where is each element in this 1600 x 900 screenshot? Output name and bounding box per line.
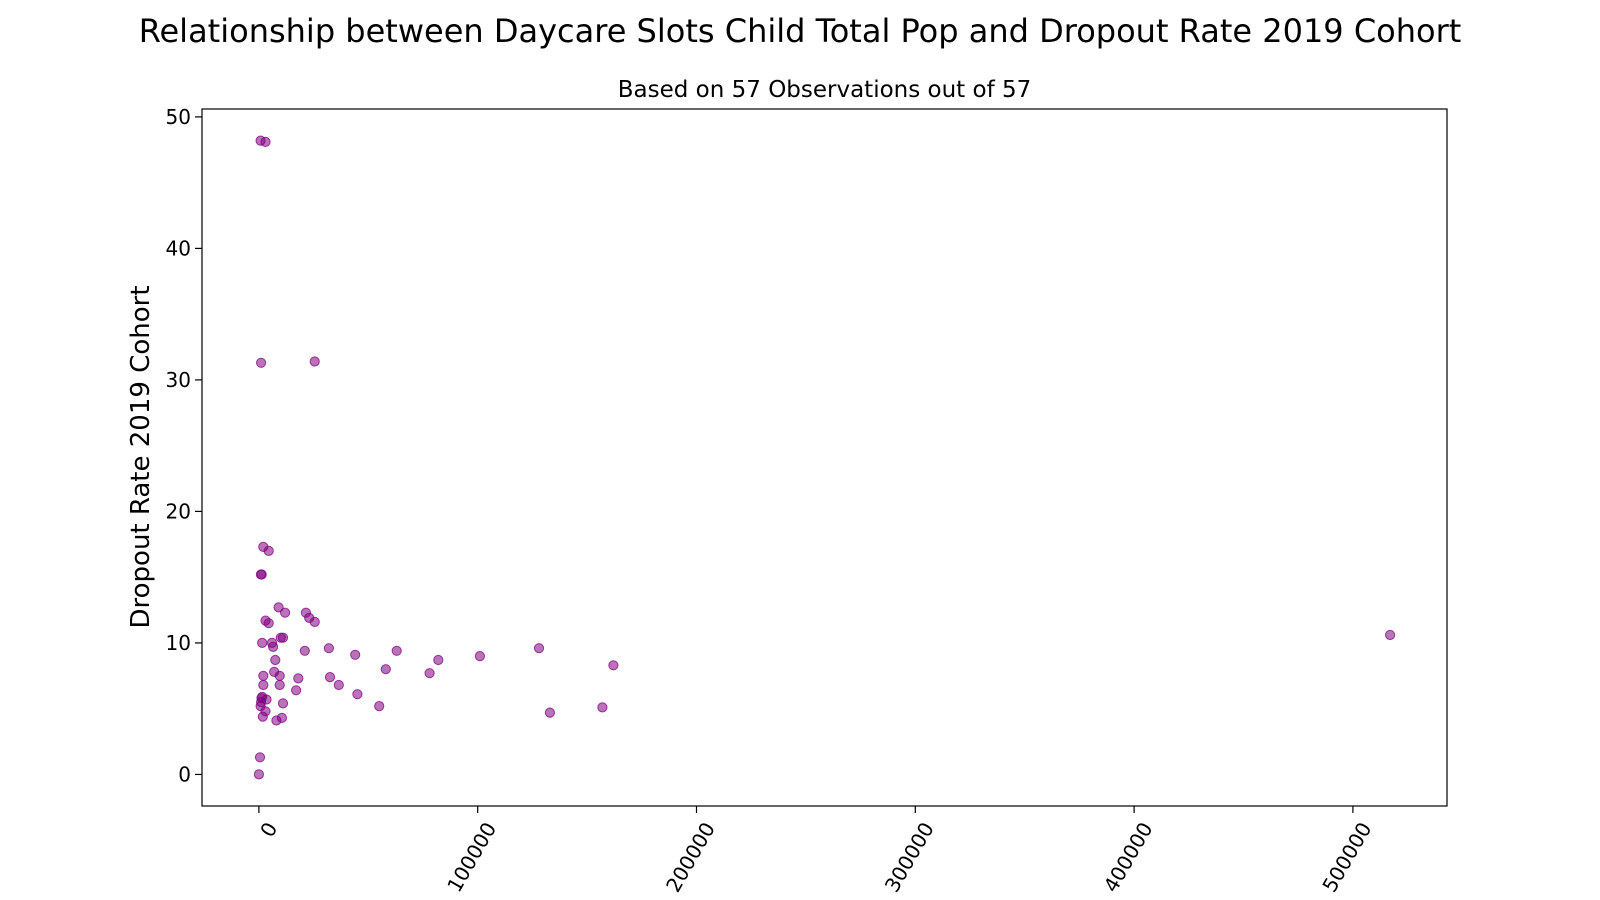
data-point — [273, 602, 284, 613]
data-point — [380, 664, 391, 675]
y-tick-label: 10 — [166, 631, 191, 655]
x-tick-label: 400000 — [1099, 818, 1158, 896]
data-point — [263, 618, 274, 629]
data-point — [324, 672, 336, 683]
y-tick-label: 0 — [178, 762, 191, 786]
x-tick-label: 0 — [255, 818, 282, 841]
y-axis-label: Dropout Rate 2019 Cohort — [126, 285, 156, 628]
data-point — [309, 616, 320, 628]
x-tick-label: 200000 — [661, 818, 720, 896]
data-point — [309, 356, 320, 367]
data-point — [333, 679, 344, 691]
data-point — [258, 679, 269, 691]
data-point — [533, 643, 545, 654]
data-point — [352, 689, 363, 700]
x-tick-label: 500000 — [1317, 818, 1376, 896]
data-point — [263, 545, 274, 557]
data-point — [323, 643, 334, 654]
data-point — [293, 673, 304, 684]
data-point — [424, 668, 435, 679]
y-tick-label: 30 — [166, 368, 191, 392]
data-point — [274, 670, 285, 681]
y-tick-label: 20 — [166, 499, 191, 523]
data-point — [260, 706, 271, 717]
data-point — [597, 702, 608, 713]
data-point — [270, 654, 281, 666]
y-tick-label: 40 — [166, 236, 191, 260]
data-point — [258, 670, 269, 681]
data-point — [1385, 629, 1396, 641]
data-point — [257, 637, 268, 649]
data-point — [277, 698, 289, 709]
data-point — [291, 685, 302, 696]
data-point — [276, 712, 287, 724]
data-point — [260, 136, 271, 147]
plot-frame — [201, 108, 1448, 807]
data-point — [391, 645, 402, 656]
x-axis: 0 100000 200000 300000 400000 500000 — [255, 806, 1376, 896]
data-point — [277, 632, 289, 643]
x-tick-label: 300000 — [880, 818, 939, 896]
data-point — [474, 651, 485, 662]
y-tick-label: 50 — [166, 105, 191, 129]
data-point — [544, 707, 556, 718]
data-point — [299, 645, 310, 656]
data-point — [261, 694, 272, 705]
chart-subtitle: Based on 57 Observations out of 57 — [617, 77, 1032, 103]
x-tick-label: 100000 — [442, 818, 501, 896]
points-layer — [253, 135, 1396, 780]
data-point — [280, 607, 291, 618]
data-point — [253, 769, 264, 780]
y-axis: 0 10 20 30 40 50 — [166, 105, 202, 786]
data-point — [268, 641, 279, 653]
data-point — [256, 357, 267, 368]
data-point — [433, 654, 444, 666]
data-point — [256, 569, 267, 580]
data-point — [608, 660, 619, 671]
data-point — [374, 701, 385, 712]
data-point — [350, 649, 361, 660]
data-point — [254, 752, 266, 763]
chart-title: Relationship between Daycare Slots Child… — [138, 12, 1462, 50]
data-point — [274, 679, 285, 691]
